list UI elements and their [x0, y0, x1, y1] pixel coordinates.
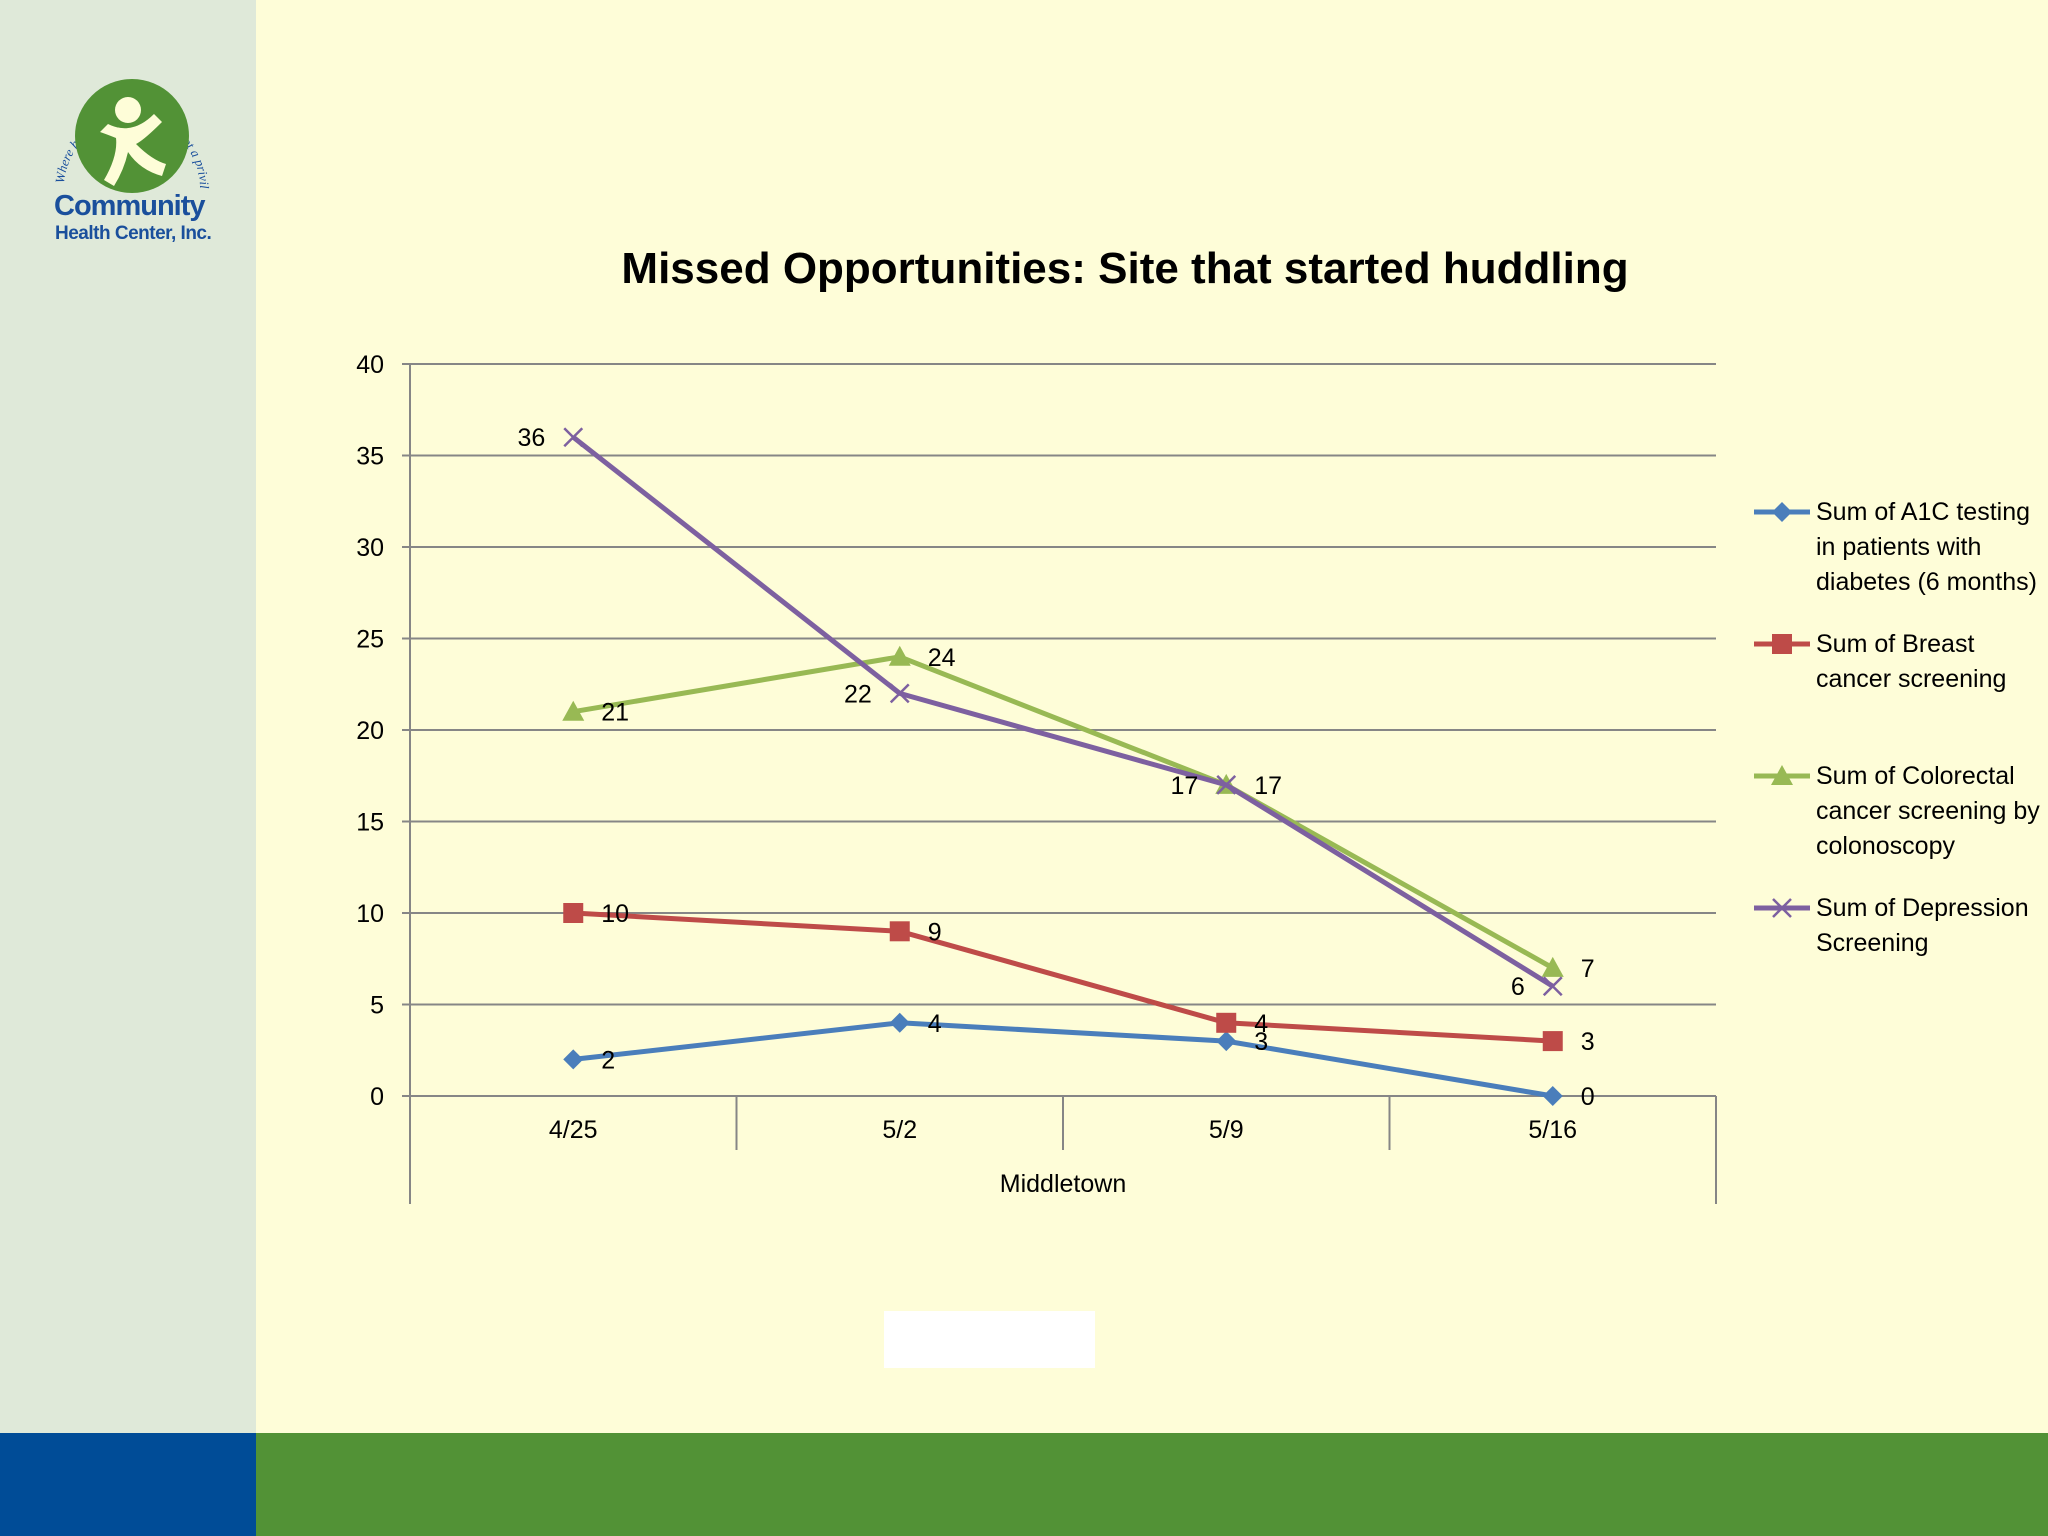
legend-label: Sum of Colorectal cancer screening by co…: [1816, 762, 2040, 860]
data-point-marker: [1772, 502, 1792, 522]
data-label: 21: [601, 699, 629, 727]
y-tick-label: 25: [356, 626, 384, 654]
left-panel: [0, 0, 256, 1433]
legend-label: Sum of A1C testing in patients with diab…: [1816, 498, 2037, 596]
x-tick-label: 4/25: [549, 1116, 598, 1144]
data-point-marker: [1216, 1012, 1237, 1033]
data-label: 3: [1581, 1028, 1595, 1056]
data-point-marker: [888, 645, 911, 666]
data-label: 22: [844, 680, 872, 708]
grid-layer: [402, 363, 1716, 1097]
series-layer: [562, 427, 1564, 1106]
data-label: 6: [1511, 973, 1525, 1001]
y-tick-label: 15: [356, 809, 384, 837]
data-label: 10: [601, 900, 629, 928]
data-label: 4: [1254, 1010, 1268, 1038]
data-point-marker: [1216, 775, 1237, 795]
data-point-marker: [1216, 1031, 1237, 1052]
legend-label: Sum of Depression Screening: [1816, 894, 2029, 957]
y-tick-label: 5: [370, 992, 384, 1020]
data-point-marker: [1542, 976, 1563, 997]
data-point-marker: [889, 1012, 910, 1033]
legend-swatch: [1754, 898, 1810, 918]
legend-label: Sum of Breast cancer screening: [1816, 630, 2007, 693]
data-label: 4: [928, 1010, 942, 1038]
y-tick-label: 20: [356, 717, 384, 745]
series-line: [572, 1020, 1554, 1099]
data-point-marker: [889, 683, 910, 704]
data-label: 7: [1581, 955, 1595, 983]
data-point-marker: [1771, 765, 1793, 785]
x-group-label: Middletown: [1000, 1170, 1126, 1198]
series-line: [573, 910, 1553, 1044]
series-line: [572, 654, 1554, 971]
logo-name: Community: [54, 190, 206, 222]
data-point-marker: [563, 1049, 584, 1070]
data-point-marker: [1772, 898, 1792, 918]
data-label: 2: [601, 1046, 615, 1074]
footer-blue-block: [0, 1433, 256, 1536]
data-point-marker: [1541, 956, 1564, 977]
data-point-marker: [1542, 1031, 1563, 1052]
data-label: 9: [928, 918, 942, 946]
chart-title: Missed Opportunities: Site that started …: [621, 244, 1629, 293]
data-label: 24: [928, 644, 956, 672]
data-label: 36: [517, 424, 545, 452]
data-point-marker: [1542, 1086, 1563, 1106]
data-point-marker: [889, 921, 910, 942]
data-point-marker: [563, 427, 584, 448]
data-point-marker: [1772, 634, 1792, 654]
data-label: 3: [1254, 1028, 1268, 1056]
data-label: 0: [1581, 1083, 1595, 1111]
y-tick-label: 0: [370, 1083, 384, 1111]
community-health-center-logo: Where health care is a right, not a priv…: [41, 36, 224, 248]
data-label: 17: [1254, 772, 1282, 800]
y-tick-label: 10: [356, 900, 384, 928]
series-line: [571, 435, 1555, 989]
y-tick-label: 40: [356, 351, 384, 379]
x-tick-label: 5/16: [1528, 1116, 1577, 1144]
legend-swatch: [1754, 634, 1810, 654]
data-label: 17: [1170, 772, 1198, 800]
legend-swatch: [1754, 502, 1810, 522]
x-tick-label: 5/2: [882, 1116, 917, 1144]
logo-subname: Health Center, Inc.: [55, 223, 212, 244]
x-tick-label: 5/9: [1209, 1116, 1244, 1144]
footer-green-band: [256, 1433, 2048, 1536]
y-tick-label: 35: [356, 443, 384, 471]
y-tick-label: 30: [356, 534, 384, 562]
blank-placeholder-box: [884, 1311, 1095, 1368]
data-point-marker: [563, 903, 584, 923]
legend-swatch: [1754, 765, 1810, 785]
data-point-marker: [562, 700, 585, 721]
